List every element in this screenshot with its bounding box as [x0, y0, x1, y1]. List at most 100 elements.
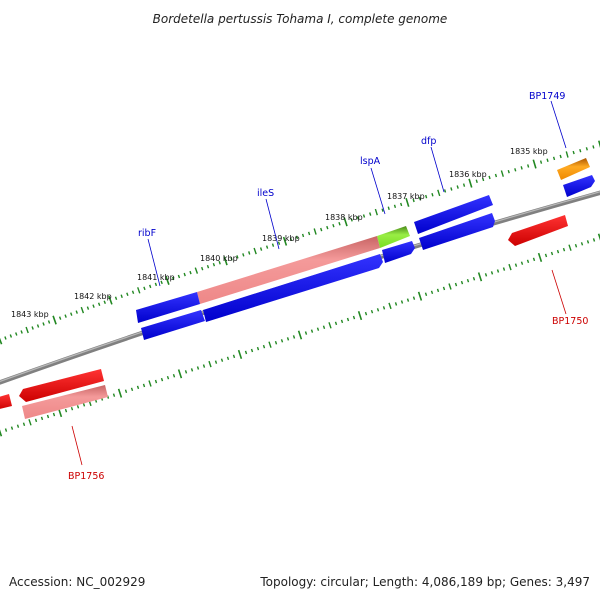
- gene-blue-row2-b[interactable]: [419, 213, 495, 250]
- outer-scale-tick: [126, 292, 129, 297]
- inner-scale-tick: [142, 383, 146, 388]
- gene-BP1756[interactable]: [22, 385, 108, 419]
- outer-scale-tick: [0, 337, 3, 345]
- outer-scale-tick: [405, 197, 410, 207]
- inner-scale-tick: [417, 291, 423, 301]
- outer-scale-tick: [223, 256, 228, 266]
- inner-scale-tick: [154, 379, 158, 384]
- genome-summary-text: Topology: circular; Length: 4,086,189 bp…: [259, 575, 590, 589]
- inner-scale-tick: [184, 370, 188, 374]
- inner-scale-tick: [460, 280, 464, 285]
- outer-scale-tick: [552, 156, 556, 161]
- gene-red-left-b[interactable]: [0, 394, 12, 410]
- inner-scale-tick: [544, 253, 548, 258]
- outer-scale-tick: [201, 266, 204, 271]
- label-BP1749: BP1749: [529, 91, 565, 102]
- outer-scale-tick: [514, 168, 517, 172]
- outer-scale-tick: [425, 194, 428, 199]
- outer-scale-track: [0, 140, 600, 345]
- inner-scale-tick: [477, 272, 483, 282]
- outer-scale-tick: [362, 214, 366, 218]
- inner-scale-tick: [556, 249, 560, 254]
- inner-scale-tick: [262, 344, 266, 349]
- gene-ileS[interactable]: [197, 236, 380, 304]
- outer-scale-tick: [70, 312, 73, 316]
- inner-scale-tick: [70, 406, 74, 411]
- outer-scale-tick: [103, 300, 106, 304]
- leader-lspA: [370, 167, 386, 215]
- gene-dfp[interactable]: [414, 195, 493, 234]
- inner-scale-tick: [448, 283, 452, 290]
- inner-scale-tick: [562, 247, 566, 252]
- inner-scale-tick: [520, 261, 524, 265]
- outer-scale-tick: [527, 164, 530, 168]
- outer-scale-tick: [450, 187, 453, 191]
- gene-BP1750[interactable]: [508, 215, 568, 246]
- tick-label-1843: 1843 kbp: [11, 310, 49, 319]
- inner-scale-tick: [400, 300, 404, 304]
- gene-blue-row2-d[interactable]: [203, 254, 383, 322]
- outer-scale-tick: [42, 322, 45, 326]
- reverse-genes: [0, 215, 568, 410]
- outer-scale-tick: [75, 310, 78, 314]
- inner-scale-tick: [550, 251, 554, 256]
- inner-scale-tick: [274, 340, 278, 345]
- outer-scale-tick: [277, 241, 281, 245]
- inner-scale-tick: [376, 308, 380, 312]
- inner-scale-tick: [574, 243, 578, 248]
- outer-scale-tick: [488, 175, 491, 180]
- outer-scale-tick: [343, 217, 348, 227]
- accession-text: Accession: NC_002929: [9, 575, 145, 589]
- tick-label-1841: 1841 kbp: [137, 273, 175, 282]
- gene-ribF[interactable]: [136, 292, 200, 323]
- gene-blue-row2-a[interactable]: [563, 175, 595, 197]
- outer-scale-tick: [532, 159, 537, 169]
- gene-BP1749[interactable]: [557, 158, 590, 180]
- outer-scale-tick: [86, 306, 90, 310]
- outer-scale-tick: [52, 315, 57, 325]
- inner-scale-tick: [580, 242, 584, 246]
- inner-scale-tick: [148, 380, 152, 387]
- outer-scale-tick: [572, 150, 575, 155]
- tick-label-1839: 1839 kbp: [262, 234, 300, 243]
- outer-scale-tick: [592, 145, 595, 149]
- inner-scale-tick: [280, 339, 284, 343]
- inner-scale-tick: [537, 252, 543, 262]
- inner-scale-tick: [160, 377, 164, 382]
- outer-scale-tick: [236, 255, 239, 259]
- gene-blue-row2-c[interactable]: [382, 241, 415, 263]
- outer-scale-tick: [313, 228, 317, 235]
- outer-scale-tick: [194, 267, 199, 274]
- leader-ileS: [265, 198, 280, 250]
- gene-blue-row2-e[interactable]: [141, 310, 205, 340]
- inner-scale-tick: [64, 408, 68, 413]
- inner-scale-tick: [214, 360, 218, 364]
- leader-dfp: [430, 146, 445, 193]
- outer-scale-tick: [387, 206, 390, 210]
- tick-label-1835: 1835 kbp: [510, 147, 548, 156]
- inner-scale-tick: [172, 373, 176, 378]
- inner-scale-tick: [0, 429, 3, 437]
- outer-scale-tick: [482, 177, 485, 182]
- outer-scale-tick: [120, 294, 123, 299]
- inner-scale-tick: [208, 360, 212, 368]
- tick-label-1837: 1837 kbp: [387, 192, 425, 201]
- inner-scale-tick: [4, 428, 8, 432]
- inner-scale-tick: [256, 346, 260, 351]
- inner-scale-tick: [190, 368, 194, 372]
- gene-lspA[interactable]: [377, 226, 410, 248]
- outer-scale-tick: [248, 251, 251, 255]
- gene-red-left-a[interactable]: [19, 369, 104, 402]
- inner-scale-tick: [466, 278, 470, 283]
- inner-scale-tick: [364, 311, 368, 316]
- inner-scale-tick: [406, 298, 410, 302]
- outer-scale-tick: [301, 233, 305, 238]
- inner-scale-tick: [568, 244, 572, 251]
- inner-scale-tick: [82, 403, 86, 407]
- inner-scale-tick: [220, 358, 224, 362]
- outer-scale-tick: [500, 170, 504, 177]
- inner-scale-tick: [502, 267, 506, 271]
- outer-scale-tick: [154, 282, 158, 287]
- outer-scale-tick: [31, 326, 34, 330]
- outer-scale-tick: [64, 314, 67, 318]
